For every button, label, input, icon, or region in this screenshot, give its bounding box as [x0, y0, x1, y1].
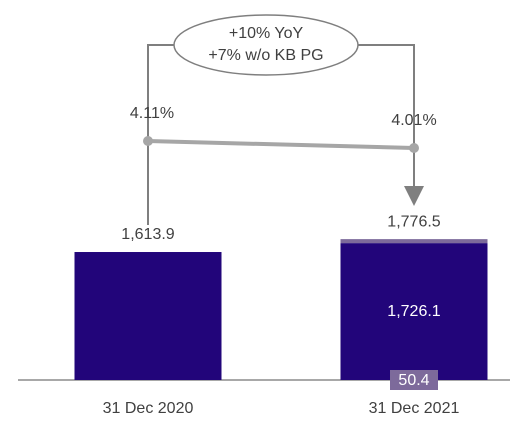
annotation-ellipse: [173, 14, 359, 76]
annotation: +10% YoY: [229, 25, 304, 42]
annotation: +7% w/o KB PG: [208, 47, 323, 64]
x-tick-label: 31 Dec 2021: [369, 400, 460, 417]
total-label: 1,613.9: [121, 226, 174, 243]
bar-segment: [74, 252, 222, 380]
line-point: [409, 143, 419, 153]
line: [147, 139, 415, 150]
value-label: 1,726.1: [387, 303, 440, 320]
bar-segment: [340, 243, 488, 380]
value-label: 50.4: [398, 372, 429, 389]
line-label: 4.01%: [391, 112, 436, 129]
line-label: 4.11%: [130, 105, 174, 122]
line-point: [143, 136, 153, 146]
bracket-left: [147, 44, 174, 225]
total-label: 1,776.5: [387, 213, 440, 230]
bar-segment: [340, 239, 488, 244]
value-label-bg: [390, 370, 438, 390]
x-tick-label: 31 Dec 2020: [103, 400, 194, 417]
